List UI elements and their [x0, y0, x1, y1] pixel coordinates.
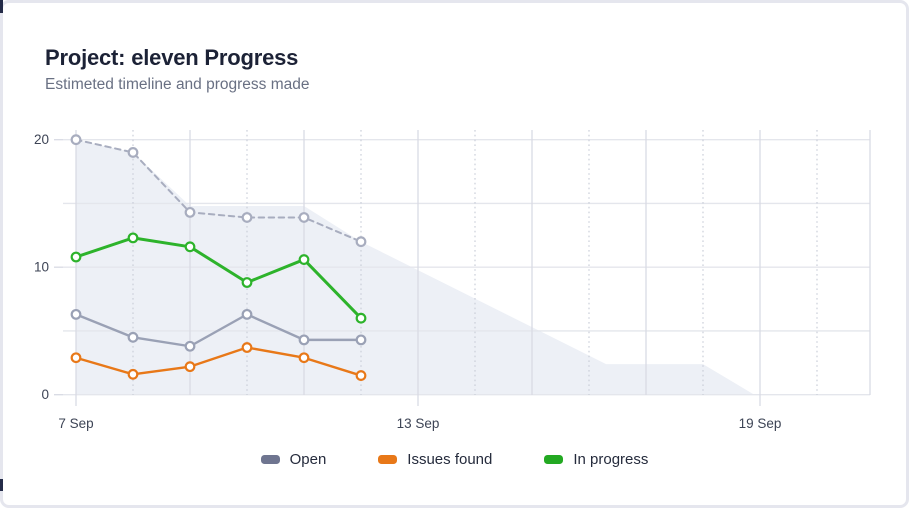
- series-open: [70, 308, 367, 352]
- series-estimate: [70, 134, 367, 248]
- data-point-estimate: [127, 147, 139, 158]
- data-point-in-progress: [70, 251, 82, 263]
- data-point-estimate: [355, 236, 367, 248]
- data-point-estimate: [70, 134, 82, 146]
- data-point-estimate: [184, 206, 196, 218]
- background-window-sliver-bottom: [0, 479, 3, 491]
- data-point-in-progress: [355, 312, 367, 324]
- data-point-in-progress: [298, 254, 310, 265]
- data-point-open: [70, 308, 82, 320]
- axis-labels: 0 10 20 7 Sep 13 Sep 19 Sep: [34, 132, 781, 431]
- chart-legend: Open Issues found In progress: [3, 451, 906, 468]
- data-point-issues-found: [355, 370, 367, 381]
- page-subtitle: Estimeted timeline and progress made: [45, 76, 310, 94]
- legend-item-issues-found[interactable]: Issues found: [378, 451, 492, 468]
- data-point-issues-found: [70, 352, 82, 364]
- series-line-in-progress: [74, 236, 363, 320]
- series-in-progress: [70, 232, 367, 324]
- data-point-open: [355, 334, 367, 346]
- data-point-issues-found: [127, 368, 139, 380]
- data-point-open: [127, 331, 139, 343]
- page-title: Project: eleven Progress: [45, 45, 299, 70]
- series-line-open: [74, 313, 363, 348]
- axis-ticks: [54, 139, 761, 406]
- y-axis-label: 20: [34, 132, 49, 147]
- legend-swatch-open: [260, 455, 280, 464]
- data-point-issues-found: [184, 361, 196, 373]
- data-point-issues-found: [241, 342, 253, 353]
- series-line-issues-found: [74, 346, 363, 377]
- data-point-in-progress: [241, 277, 253, 288]
- legend-item-open[interactable]: Open: [260, 451, 327, 468]
- data-point-open: [184, 340, 196, 352]
- card-header: Project: eleven Progress Estimeted timel…: [45, 45, 310, 95]
- data-point-open: [241, 308, 253, 320]
- x-axis-label: 19 Sep: [739, 416, 782, 431]
- progress-line-chart: 0 10 20 7 Sep 13 Sep 19 Sep: [34, 130, 871, 431]
- data-point-estimate: [298, 212, 310, 223]
- y-axis-label: 0: [41, 387, 49, 402]
- legend-swatch-in-progress: [544, 455, 564, 464]
- data-point-in-progress: [127, 232, 139, 244]
- legend-label: Open: [289, 451, 327, 468]
- data-point-in-progress: [184, 241, 196, 253]
- y-axis-label: 10: [34, 260, 49, 275]
- series-issues-found: [70, 342, 367, 381]
- x-axis-label: 7 Sep: [58, 416, 93, 431]
- legend-label: In progress: [573, 451, 649, 468]
- data-point-issues-found: [298, 352, 310, 364]
- series-line-estimate: [75, 138, 362, 243]
- background-window-sliver-top: [0, 0, 3, 13]
- x-axis-label: 13 Sep: [397, 416, 440, 431]
- data-point-open: [298, 334, 310, 346]
- legend-swatch-issues-found: [378, 455, 398, 464]
- data-point-estimate: [241, 212, 253, 223]
- legend-label: Issues found: [407, 451, 493, 468]
- legend-item-in-progress[interactable]: In progress: [544, 451, 648, 468]
